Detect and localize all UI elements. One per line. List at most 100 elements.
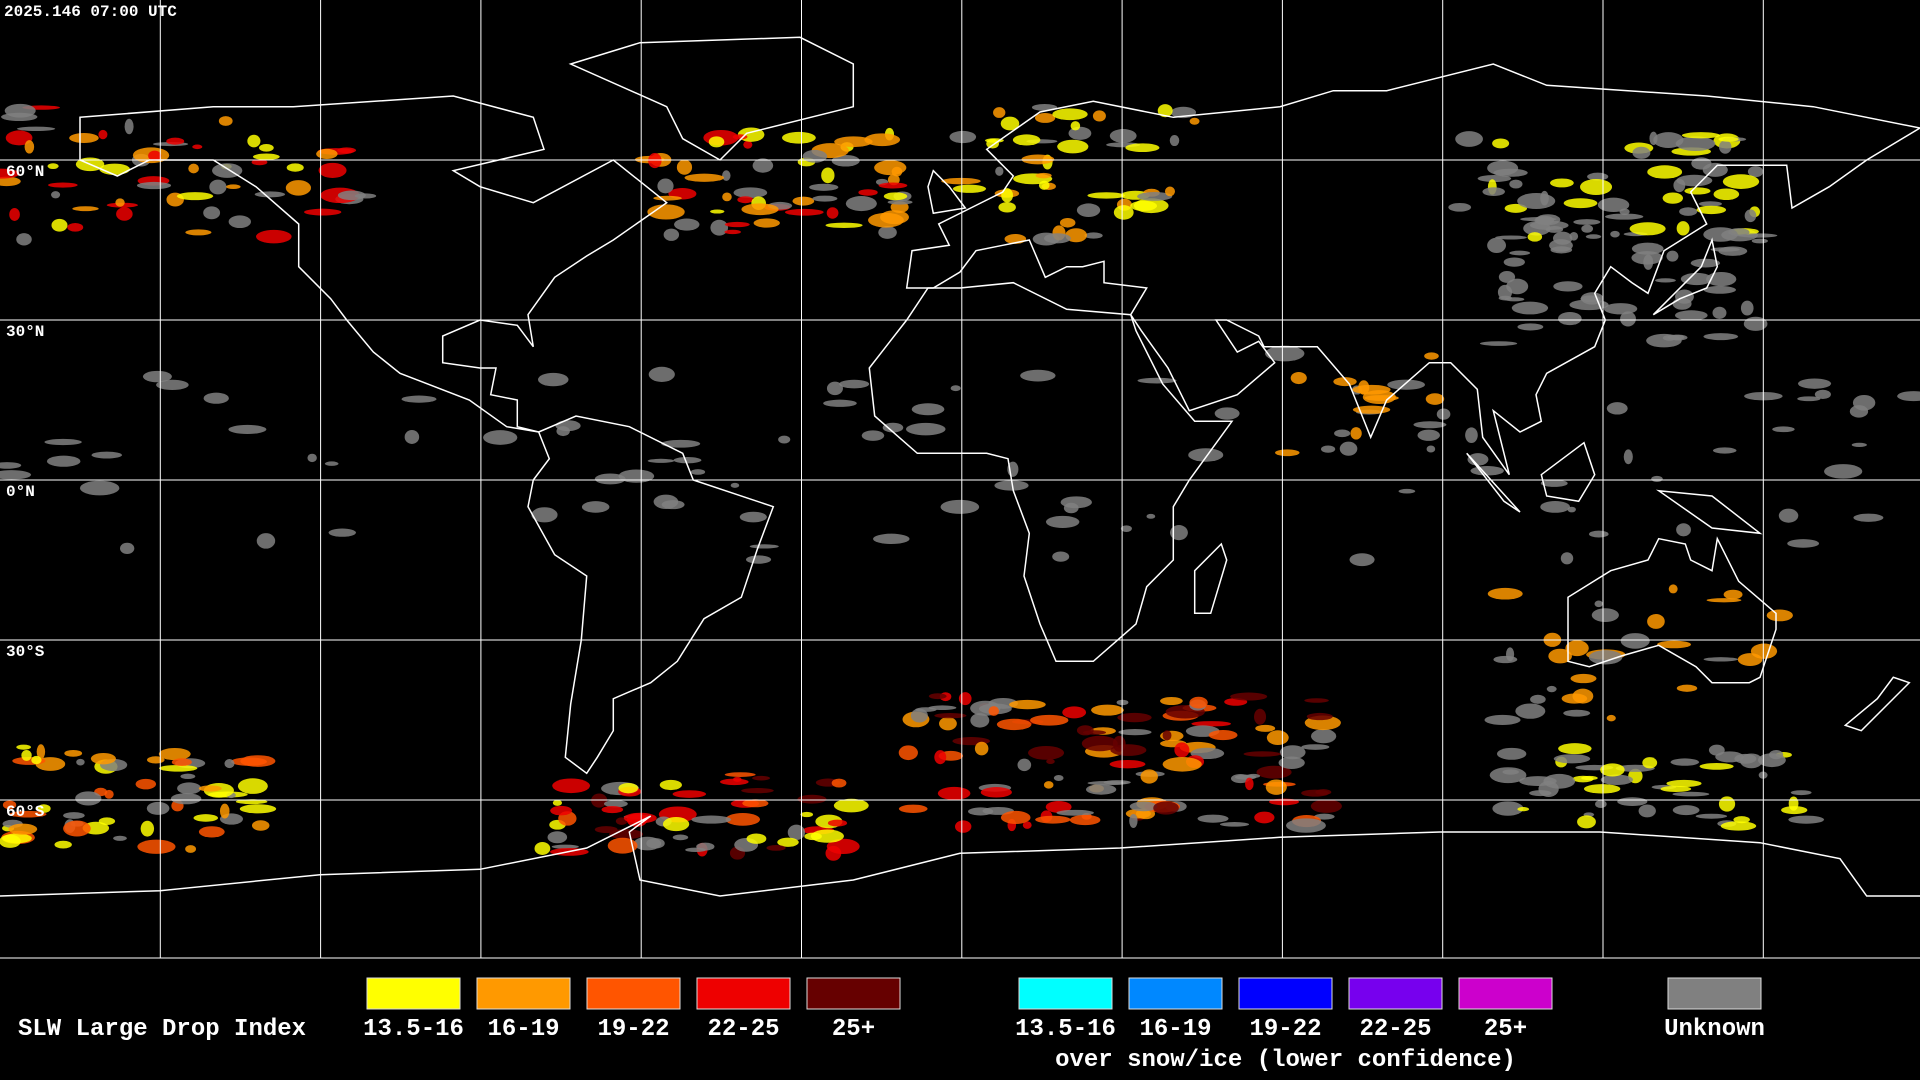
cloud-patch — [1125, 143, 1160, 153]
cloud-patch — [998, 202, 1016, 213]
cloud-patch — [1081, 735, 1118, 752]
cloud-patch — [724, 229, 741, 235]
cloud-patch — [552, 778, 591, 794]
cloud-patch — [1897, 391, 1920, 402]
cloud-patch — [1778, 508, 1799, 523]
cloud-patch — [710, 219, 729, 236]
cloud-patch — [1306, 712, 1333, 721]
cloud-patch — [44, 438, 82, 446]
cloud-patch — [1747, 166, 1764, 178]
cloud-patch — [725, 813, 761, 826]
cloud-patch — [0, 176, 21, 187]
cloud-patch — [753, 218, 780, 228]
cloud-patch — [135, 778, 157, 790]
cloud-patch — [937, 786, 971, 800]
cloud-patch — [1712, 447, 1737, 454]
cloud-patch — [1334, 429, 1351, 438]
cloud-patch — [733, 187, 768, 199]
cloud-patch — [996, 718, 1032, 731]
cloud-patch — [1548, 648, 1572, 664]
cloud-patch — [251, 159, 268, 166]
cloud-patch — [1349, 553, 1375, 567]
cloud-patch — [1668, 584, 1678, 594]
cloud-patch — [1715, 751, 1744, 763]
cloud-patch — [1814, 389, 1831, 400]
cloud-patch — [1117, 712, 1152, 723]
cloud-patch — [1718, 136, 1739, 142]
cloud-patch — [1679, 207, 1698, 216]
cloud-patch — [226, 184, 241, 190]
cloud-patch — [2, 833, 32, 844]
cloud-patch — [1519, 776, 1557, 787]
cloud-patch — [203, 392, 229, 404]
cloud-patch — [1492, 138, 1510, 149]
cloud-patch — [63, 820, 91, 837]
cloud-patch — [647, 458, 675, 463]
cloud-patch — [1162, 757, 1202, 772]
cloud-patch — [316, 148, 338, 160]
cloud-patch — [1487, 160, 1519, 176]
coastline — [1843, 676, 1911, 732]
cloud-patch — [898, 745, 918, 761]
cloud-patch — [993, 107, 1006, 118]
cloud-patch — [1517, 193, 1556, 209]
cloud-patch — [797, 794, 827, 804]
cloud-patch — [821, 167, 835, 184]
cloud-patch — [1470, 466, 1504, 476]
coastline — [1540, 441, 1596, 503]
cloud-patch — [708, 136, 725, 148]
cloud-patch — [258, 143, 274, 152]
legend-label: 13.5-16 — [1015, 1016, 1116, 1043]
cloud-patch — [1160, 696, 1183, 706]
cloud-patch — [1502, 769, 1519, 775]
cloud-patch — [1766, 609, 1793, 622]
cloud-patch — [672, 834, 689, 841]
cloud-patch — [883, 192, 908, 201]
cloud-patch — [648, 153, 662, 169]
cloud-patch — [784, 208, 824, 216]
cloud-patch — [831, 778, 847, 788]
legend-label: 13.5-16 — [363, 1016, 464, 1043]
cloud-patch — [1606, 714, 1616, 722]
cloud-patch — [594, 473, 626, 485]
cloud-patch — [1358, 380, 1370, 395]
cloud-patch — [1009, 699, 1046, 710]
cloud-patch — [672, 790, 707, 798]
cloud-patch — [1197, 814, 1229, 823]
cloud-patch — [1495, 235, 1527, 240]
cloud-patch — [1675, 136, 1716, 152]
cloud-patch — [1852, 394, 1876, 411]
cloud-patch — [1851, 442, 1867, 447]
cloud-patch — [696, 842, 715, 851]
cloud-patch — [1053, 774, 1064, 782]
legend-swatch — [1018, 977, 1113, 1010]
cloud-patch — [171, 758, 192, 767]
cloud-patch — [603, 800, 628, 808]
cloud-patch — [1219, 822, 1250, 827]
cloud-patch — [51, 218, 68, 232]
cloud-patch — [1498, 295, 1512, 301]
coastline — [1466, 452, 1521, 513]
cloud-patch — [1339, 441, 1358, 456]
cloud-patch — [318, 162, 347, 178]
cloud-patch — [285, 180, 311, 196]
cloud-patch — [9, 810, 47, 818]
cloud-patch — [663, 228, 680, 241]
cloud-patch — [874, 160, 907, 176]
cloud-patch — [607, 837, 638, 854]
legend-swatch — [1238, 977, 1333, 1010]
cloud-patch — [690, 469, 706, 475]
cloud-patch — [1676, 684, 1698, 692]
cloud-patch — [47, 182, 78, 188]
legend-swatch — [1348, 977, 1443, 1010]
cloud-patch — [1137, 377, 1177, 384]
cloud-patch — [827, 819, 848, 827]
cloud-patch — [1133, 198, 1169, 214]
cloud-patch — [1674, 310, 1708, 321]
cloud-patch — [1484, 714, 1521, 726]
cloud-patch — [24, 140, 35, 154]
cloud-patch — [1676, 523, 1691, 537]
cloud-patch — [1660, 785, 1692, 793]
coastline — [568, 36, 855, 161]
lat-label: 30°N — [6, 323, 44, 341]
